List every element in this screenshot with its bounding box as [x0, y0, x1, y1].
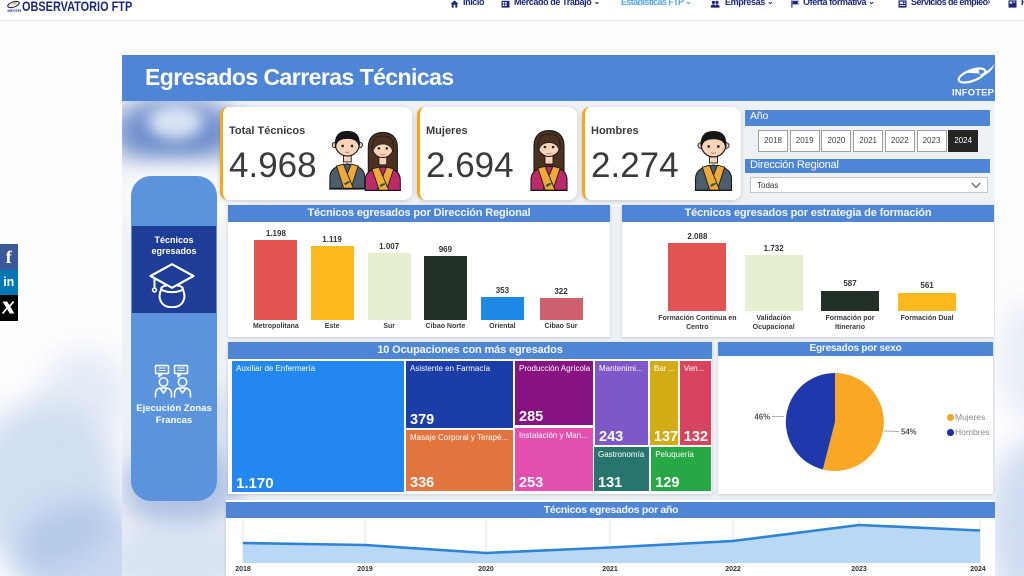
svg-text:2024: 2024 — [970, 566, 986, 573]
svg-text:54%: 54% — [901, 428, 917, 437]
svg-text:2023: 2023 — [851, 566, 867, 573]
svg-text:2022: 2022 — [725, 566, 741, 573]
svg-text:46%: 46% — [754, 413, 770, 422]
svg-text:INFOTEP: INFOTEP — [952, 87, 994, 98]
svg-text:2020: 2020 — [478, 566, 494, 573]
svg-text:INFOTEP: INFOTEP — [8, 9, 22, 13]
svg-text:2019: 2019 — [357, 566, 373, 573]
svg-text:2018: 2018 — [235, 566, 251, 573]
svg-text:2021: 2021 — [602, 566, 618, 573]
